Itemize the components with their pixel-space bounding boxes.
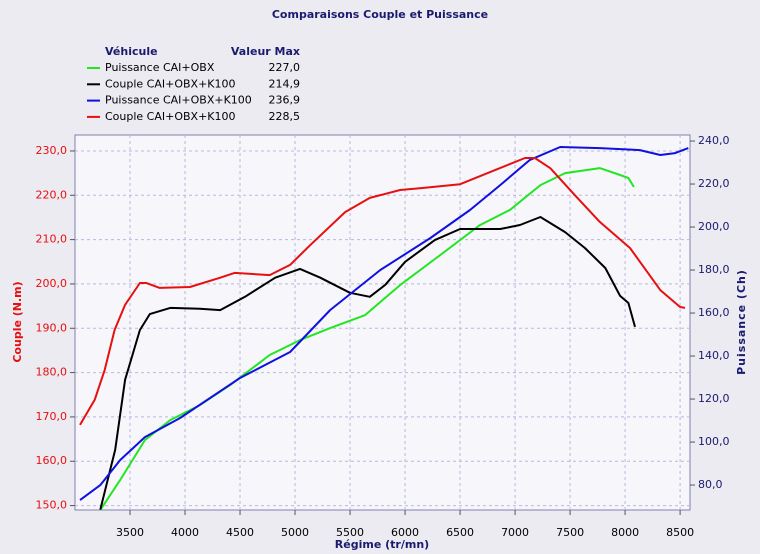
x-tick-label: 3500: [116, 526, 144, 539]
x-tick-label: 7000: [501, 526, 529, 539]
y2-tick-label: 100,0: [698, 435, 730, 448]
y2-axis-label: Puissance (Ch): [735, 269, 748, 375]
x-tick-label: 4000: [171, 526, 199, 539]
y2-tick-label: 80,0: [698, 478, 723, 491]
legend-max: 227,0: [269, 61, 301, 74]
y-axis-label: Couple (N.m): [11, 281, 24, 362]
legend-max: 236,9: [269, 94, 301, 107]
legend-label: Puissance CAI+OBX: [105, 61, 215, 74]
series-line: [79, 157, 686, 426]
legend-label: Couple CAI+OBX+K100: [105, 77, 236, 90]
legend-max: 228,5: [269, 110, 301, 123]
chart-title: Comparaisons Couple et Puissance: [272, 8, 488, 21]
y2-tick-label: 220,0: [698, 177, 730, 190]
legend-label: Puissance CAI+OBX+K100: [105, 94, 252, 107]
x-tick-label: 7500: [556, 526, 584, 539]
legend-header: Véhicule: [105, 45, 158, 58]
y-tick-label: 190,0: [36, 321, 68, 334]
series-line: [99, 167, 635, 511]
x-tick-label: 6000: [391, 526, 419, 539]
x-tick-label: 8000: [611, 526, 639, 539]
series-line: [99, 216, 636, 510]
x-tick-label: 6500: [446, 526, 474, 539]
y2-tick-label: 120,0: [698, 392, 730, 405]
y-tick-label: 180,0: [36, 366, 68, 379]
legend-header: Valeur Max: [231, 45, 300, 58]
x-tick-label: 8500: [666, 526, 694, 539]
x-tick-label: 4500: [226, 526, 254, 539]
x-axis-label: Régime (tr/mn): [335, 538, 429, 551]
y-tick-label: 210,0: [36, 233, 68, 246]
y-tick-label: 160,0: [36, 454, 68, 467]
y2-tick-label: 160,0: [698, 306, 730, 319]
legend-label: Couple CAI+OBX+K100: [105, 110, 236, 123]
y2-tick-label: 180,0: [698, 263, 730, 276]
y-tick-label: 200,0: [36, 277, 68, 290]
x-tick-label: 5500: [336, 526, 364, 539]
y-tick-label: 230,0: [36, 144, 68, 157]
y-tick-label: 220,0: [36, 188, 68, 201]
y2-tick-label: 200,0: [698, 220, 730, 233]
y2-tick-label: 240,0: [698, 134, 730, 147]
y-tick-label: 170,0: [36, 410, 68, 423]
plot-area: [74, 134, 691, 511]
legend-max: 214,9: [269, 77, 301, 90]
y-tick-label: 150,0: [36, 499, 68, 512]
x-tick-label: 5000: [281, 526, 309, 539]
series-line: [79, 146, 689, 501]
y2-tick-label: 140,0: [698, 349, 730, 362]
